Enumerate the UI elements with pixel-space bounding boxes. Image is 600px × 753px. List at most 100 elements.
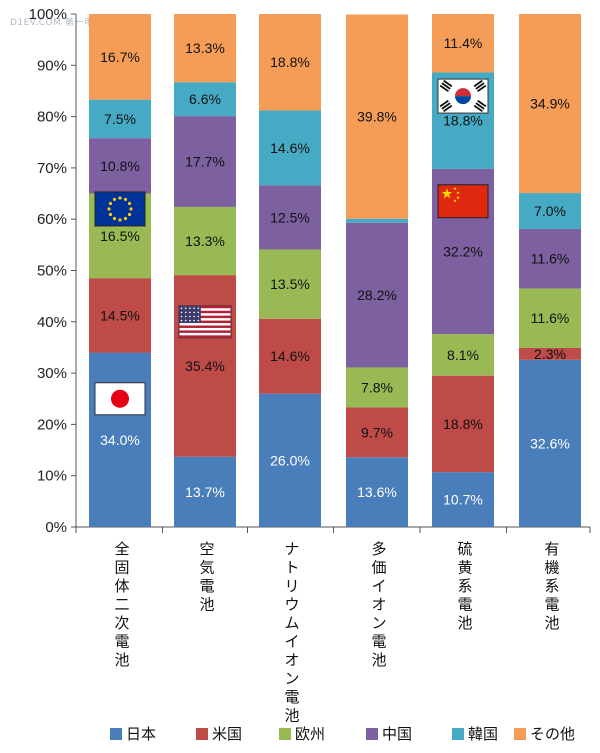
bar-segment	[259, 14, 321, 111]
x-category-label: 多価イオン電池	[371, 540, 386, 669]
y-tick-label: 90%	[37, 57, 67, 74]
bar-segment	[346, 457, 408, 527]
y-tick-label: 20%	[37, 416, 67, 433]
bar-segment	[432, 334, 494, 376]
bar-segment	[174, 116, 236, 207]
data-label: 13.7%	[185, 484, 225, 500]
bar-segment	[432, 375, 494, 473]
eu-flag-icon	[94, 191, 146, 227]
data-label: 2.3%	[534, 346, 566, 362]
legend-label: 日本	[126, 725, 156, 743]
korea-flag-icon	[437, 78, 489, 114]
y-tick-label: 10%	[37, 468, 67, 485]
data-label: 7.8%	[361, 379, 393, 395]
legend-swatch	[514, 728, 526, 740]
data-label: 8.1%	[447, 347, 479, 363]
china-flag-icon	[437, 184, 489, 219]
data-label: 11.6%	[531, 310, 570, 326]
legend-swatch	[366, 728, 378, 740]
legend-label: 韓国	[468, 725, 498, 743]
y-tick-label: 0%	[45, 519, 67, 536]
data-label: 18.8%	[443, 113, 483, 129]
legend-swatch	[110, 728, 122, 740]
data-label: 16.5%	[100, 228, 140, 244]
watermark: D1EV.COM 第一电动	[10, 18, 103, 28]
bar-segment	[89, 352, 151, 527]
bar-segment	[519, 193, 581, 229]
usa-flag-icon	[178, 305, 232, 339]
data-label: 9.7%	[361, 424, 393, 440]
data-label: 34.9%	[530, 96, 570, 112]
x-category-label: 空気電池	[199, 540, 214, 614]
bar-segment	[519, 347, 581, 360]
data-label: 13.3%	[185, 233, 225, 249]
legend-label: 米国	[212, 725, 242, 743]
y-tick-label: 60%	[37, 211, 67, 228]
data-label: 16.7%	[100, 49, 140, 65]
bar-segment	[174, 206, 236, 276]
x-category-label: 有機系電池	[544, 540, 559, 632]
bar-segment	[174, 14, 236, 83]
bar-segment	[259, 393, 321, 527]
data-label: 14.5%	[100, 307, 140, 323]
bar-segment	[89, 99, 151, 139]
bar-segment	[174, 82, 236, 117]
bar-segment	[89, 278, 151, 353]
data-label: 18.8%	[270, 54, 310, 70]
data-label: 18.8%	[443, 416, 483, 432]
data-label: 35.4%	[185, 358, 225, 374]
bar-segment	[519, 228, 581, 289]
data-label: 34.0%	[100, 432, 140, 448]
bar-segment	[519, 288, 581, 348]
data-label: 7.0%	[534, 203, 566, 219]
y-tick-label: 70%	[37, 160, 67, 177]
data-label: 13.6%	[357, 484, 397, 500]
y-tick-label: 50%	[37, 263, 67, 280]
y-tick-label: 40%	[37, 314, 67, 331]
legend-swatch	[279, 728, 291, 740]
x-category-label: ナトリウムイオン電池	[284, 540, 299, 725]
y-tick-label: 30%	[37, 365, 67, 382]
japan-flag-icon	[94, 382, 146, 416]
bar-segment	[89, 14, 151, 100]
data-label: 11.4%	[444, 35, 483, 51]
bar-segment	[346, 367, 408, 408]
x-category-label: 全固体二次電池	[114, 540, 129, 669]
bar-segment	[519, 359, 581, 527]
bar-segment	[259, 249, 321, 319]
data-label: 26.0%	[270, 452, 310, 468]
data-label: 32.2%	[443, 244, 483, 260]
bar-segment	[346, 14, 408, 219]
data-label: 11.6%	[531, 251, 570, 267]
data-label: 28.2%	[357, 287, 397, 303]
bar-segment	[432, 14, 494, 73]
bar-segment	[346, 218, 408, 223]
bar-segment	[519, 14, 581, 194]
y-tick-label: 100%	[29, 6, 67, 23]
bar-segment	[346, 222, 408, 368]
bar-segment	[174, 456, 236, 527]
data-label: 13.3%	[185, 40, 225, 56]
legend-label: その他	[530, 725, 575, 743]
data-label: 12.5%	[270, 209, 310, 225]
data-label: 14.6%	[270, 348, 310, 364]
bar-segment	[259, 318, 321, 394]
legend-swatch	[196, 728, 208, 740]
bar-segment	[432, 472, 494, 527]
legend-swatch	[452, 728, 464, 740]
data-label: 39.8%	[357, 109, 397, 125]
legend-label: 欧州	[295, 725, 325, 743]
data-label: 14.6%	[270, 140, 310, 156]
data-label: 17.7%	[185, 153, 225, 169]
x-category-label: 硫黄系電池	[457, 540, 472, 632]
data-label: 10.7%	[443, 492, 483, 508]
bar-segment	[259, 110, 321, 186]
data-label: 6.6%	[189, 91, 221, 107]
data-label: 10.8%	[100, 158, 140, 174]
data-label: 7.5%	[104, 111, 136, 127]
bar-segment	[259, 185, 321, 250]
y-tick-label: 80%	[37, 109, 67, 126]
bar-segment	[89, 138, 151, 194]
data-label: 13.5%	[270, 276, 310, 292]
bar-segment	[346, 407, 408, 458]
